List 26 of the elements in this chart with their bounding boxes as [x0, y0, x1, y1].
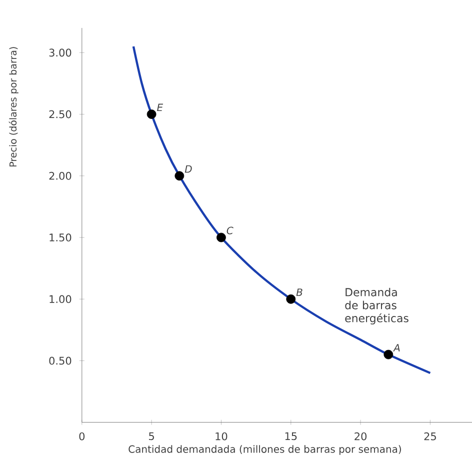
x-tick-label: 15: [285, 432, 297, 440]
x-axis-title: Cantidad demandada (millones de barras por semana): [128, 444, 401, 455]
x-tick-label: 0: [79, 432, 85, 440]
y-tick-label: 2.50: [49, 110, 72, 118]
point: [146, 109, 156, 119]
y-tick-label: 0.50: [49, 356, 72, 365]
annotation: B: [296, 288, 302, 296]
x-tick-label: 10: [216, 432, 228, 440]
point: [174, 171, 184, 180]
x-tick-label: 25: [424, 432, 436, 440]
y-tick-label: 3.00: [49, 48, 72, 56]
annotation: C: [226, 226, 234, 234]
y-tick-label: 2.00: [49, 172, 72, 180]
annotation: A: [393, 344, 400, 352]
line-series: [132, 45, 432, 374]
point: [216, 232, 226, 242]
y-axis-title: Precio (dólares por barra): [8, 47, 18, 166]
x-tick-label: 20: [354, 432, 367, 440]
series-label: Demanda de barras energéticas: [345, 288, 408, 324]
annotation: D: [184, 165, 192, 173]
x-tick-label: 5: [149, 432, 154, 440]
point: [384, 350, 394, 360]
point: [286, 294, 296, 304]
y-tick-label: 1.50: [50, 233, 72, 242]
annotation: E: [157, 104, 164, 111]
y-tick-label: 1.00: [50, 294, 72, 303]
